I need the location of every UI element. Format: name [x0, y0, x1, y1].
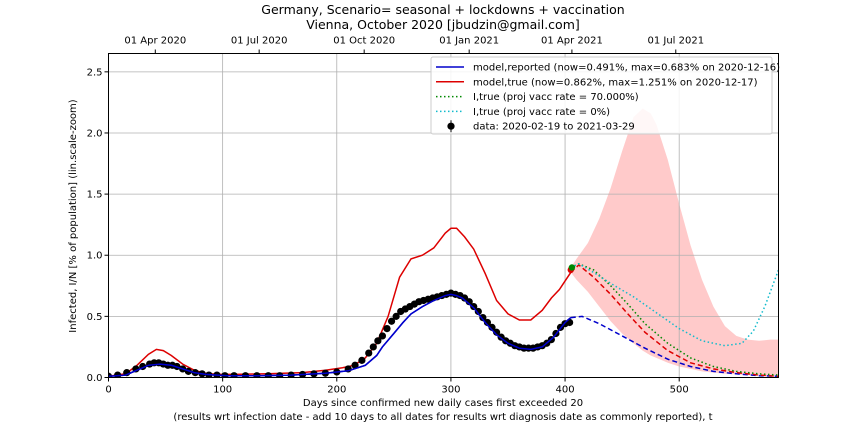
x-tick-label: 100 [213, 385, 232, 396]
top-x-tick-label: 01 Oct 2020 [333, 36, 395, 47]
x-axis-label: Days since confirmed new daily cases fir… [303, 398, 583, 409]
y-tick-label: 0.5 [87, 312, 103, 323]
series-line-2 [109, 228, 571, 376]
x-tick-label: 0 [105, 385, 111, 396]
chart-subtitle: Vienna, October 2020 [jbudzin@gmail.com] [306, 17, 580, 32]
chart-title: Germany, Scenario= seasonal + lockdowns … [261, 2, 624, 17]
top-x-tick-label: 01 Jul 2021 [647, 36, 704, 47]
true-now-green-marker [569, 264, 575, 270]
x-axis-label-note: (results wrt infection date - add 10 day… [173, 412, 712, 423]
top-x-tick-label: 01 Apr 2020 [124, 36, 186, 47]
legend: model,reported (now=0.491%, max=0.683% o… [431, 57, 780, 134]
y-tick-label: 2.0 [87, 128, 103, 139]
x-tick-label: 200 [327, 385, 346, 396]
x-tick-label: 500 [670, 385, 689, 396]
x-tick-label: 400 [556, 385, 575, 396]
legend-label-5: I,true (proj vacc rate = 0%) [473, 107, 610, 118]
legend-label-6: data: 2020-02-19 to 2021-03-29 [473, 122, 635, 133]
data-point [379, 332, 386, 339]
top-x-tick-label: 01 Jul 2020 [231, 36, 288, 47]
y-tick-label: 1.5 [87, 190, 103, 201]
y-tick-label: 1.0 [87, 251, 103, 262]
legend-label-4: I,true (proj vacc rate = 70.000%) [473, 92, 639, 103]
y-axis-label: Infected, I/N [% of population] (lin.sca… [68, 99, 79, 332]
top-x-tick-label: 01 Apr 2021 [541, 36, 603, 47]
data-point [365, 349, 372, 356]
y-tick-label: 2.5 [87, 67, 103, 78]
data-point [370, 343, 377, 350]
y-tick-label: 0.0 [87, 373, 103, 384]
data-point [383, 325, 390, 332]
x-tick-label: 300 [441, 385, 460, 396]
top-x-tick-label: 01 Jan 2021 [439, 36, 499, 47]
legend-label-2: model,true (now=0.862%, max=1.251% on 20… [473, 77, 758, 88]
legend-label-0: model,reported (now=0.491%, max=0.683% o… [473, 63, 780, 74]
data-point [358, 357, 365, 364]
uncertainty-band [571, 109, 779, 376]
